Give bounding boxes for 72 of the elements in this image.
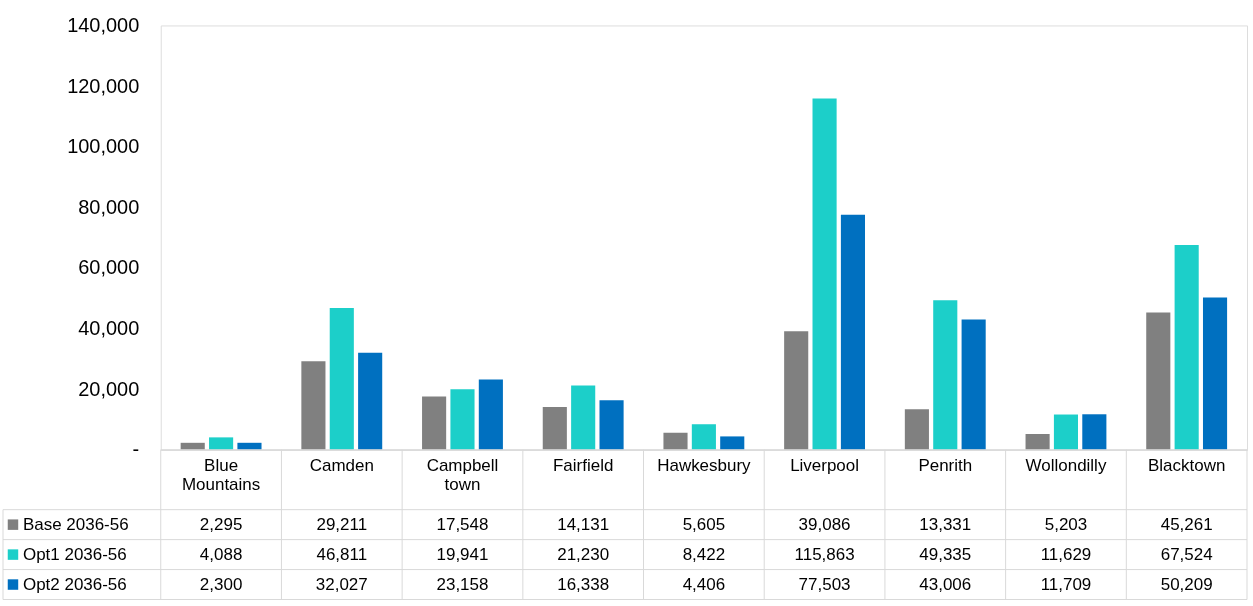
x-tick-label: Blue Mountains [181, 456, 261, 495]
data-label: 19,941 [436, 544, 489, 564]
bar [1174, 245, 1199, 450]
bar [812, 98, 837, 450]
data-label: 17,548 [436, 514, 489, 534]
bar [358, 352, 383, 450]
bar [209, 437, 234, 450]
bar [422, 396, 447, 450]
x-tick-label: Wollondilly [1025, 456, 1107, 476]
y-tick-label: 60,000 [78, 256, 140, 279]
x-tick-label: Fairfield [553, 456, 614, 476]
x-tick-label: Campbell town [426, 456, 499, 495]
legend-label: Opt1 2036-56 [22, 544, 127, 564]
y-tick-label: 80,000 [78, 195, 140, 218]
data-label: 5,605 [682, 514, 726, 534]
bar [1202, 297, 1228, 450]
bar [571, 385, 596, 450]
bar [784, 331, 809, 450]
data-label: 2,295 [199, 514, 243, 534]
data-label: 16,338 [557, 574, 610, 594]
bar [450, 389, 475, 450]
bar [663, 432, 688, 450]
data-label: 77,503 [798, 574, 851, 594]
data-label: 11,709 [1040, 574, 1092, 594]
bar [542, 406, 567, 450]
data-label: 49,335 [919, 544, 972, 564]
bar [691, 424, 716, 450]
y-tick-label: 140,000 [67, 13, 140, 36]
legend-label: Opt2 2036-56 [22, 574, 127, 594]
bar [961, 319, 986, 450]
bar [840, 214, 866, 450]
y-tick-label: 120,000 [67, 74, 140, 97]
bar [1053, 414, 1079, 450]
y-tick-label: 40,000 [78, 317, 140, 340]
data-label: 8,422 [682, 544, 726, 564]
data-label: 2,300 [199, 574, 243, 594]
data-label: 43,006 [919, 574, 972, 594]
bar [329, 307, 354, 450]
data-label: 46,811 [316, 544, 368, 564]
data-label: 11,629 [1040, 544, 1092, 564]
bar [904, 409, 929, 450]
y-tick-label: 20,000 [78, 377, 140, 400]
bar [301, 361, 326, 450]
bar [599, 400, 624, 450]
data-label: 13,331 [919, 514, 972, 534]
data-label: 50,209 [1160, 574, 1213, 594]
data-label: 39,086 [798, 514, 851, 534]
bar [1082, 414, 1107, 450]
x-tick-label: Liverpool [790, 456, 860, 476]
data-label: 5,203 [1044, 514, 1088, 534]
y-tick-label: 100,000 [67, 135, 140, 158]
bar [720, 436, 745, 450]
bar [933, 300, 958, 450]
data-label: 67,524 [1160, 544, 1213, 564]
data-label: 45,261 [1160, 514, 1213, 534]
bar [1025, 433, 1050, 450]
x-tick-label: Camden [309, 456, 374, 476]
x-tick-label: Penrith [918, 456, 973, 476]
x-tick-label: Blacktown [1147, 456, 1226, 476]
data-label: 4,406 [682, 574, 726, 594]
data-label: 21,230 [557, 544, 610, 564]
bar [478, 379, 503, 450]
data-label: 23,158 [436, 574, 489, 594]
data-label: 32,027 [315, 574, 368, 594]
data-label: 115,863 [794, 544, 855, 564]
data-label: 4,088 [199, 544, 243, 564]
data-label: 14,131 [557, 514, 610, 534]
x-tick-label: Hawkesbury [657, 456, 752, 476]
y-tick-label: - [132, 438, 140, 461]
legend-label: Base 2036-56 [22, 514, 129, 534]
data-label: 29,211 [316, 514, 368, 534]
bar [1146, 312, 1171, 450]
